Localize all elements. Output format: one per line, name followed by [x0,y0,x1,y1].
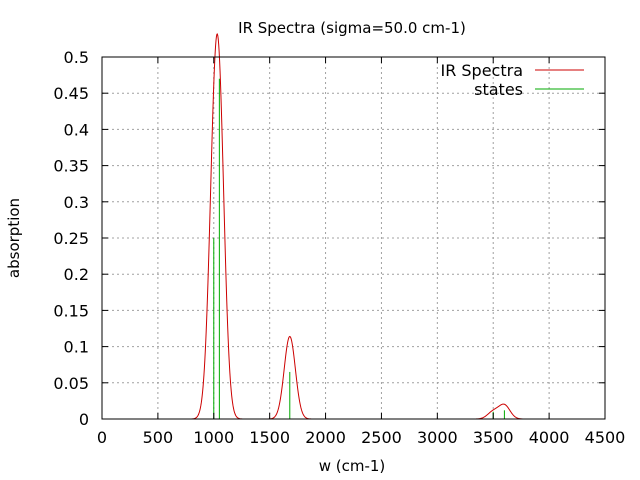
y-axis-label: absorption [5,198,23,278]
legend-label-states: states [474,80,523,99]
chart-title: IR Spectra (sigma=50.0 cm-1) [238,19,466,37]
ticks: 0 500 1000 1500 2000 2500 3000 3500 4000 4500 0 0.0… [53,48,625,447]
x-tick-label: 4000 [529,428,570,447]
y-tick-label: 0.1 [64,338,89,357]
x-tick-label: 0 [97,428,107,447]
y-tick-label: 0.25 [53,229,89,248]
y-tick-label: 0.5 [64,48,89,67]
y-tick-label: 0.35 [53,157,89,176]
legend-label-ir-spectra: IR Spectra [440,61,523,80]
x-tick-label: 1000 [193,428,234,447]
x-axis-label: w (cm-1) [319,457,386,475]
x-tick-label: 3500 [473,428,514,447]
y-tick-label: 0 [79,410,89,429]
y-tick-label: 0.45 [53,84,89,103]
y-tick-label: 0.2 [64,265,89,284]
x-tick-label: 2000 [305,428,346,447]
x-tick-label: 1500 [249,428,290,447]
x-tick-label: 3000 [417,428,458,447]
x-tick-label: 2500 [361,428,402,447]
legend: IR Spectra states [440,61,584,99]
y-tick-label: 0.3 [64,193,89,212]
y-tick-label: 0.05 [53,374,89,393]
x-tick-label: 4500 [585,428,626,447]
y-tick-label: 0.15 [53,301,89,320]
y-tick-label: 0.4 [64,120,89,139]
grid [102,57,605,419]
x-tick-label: 500 [143,428,174,447]
